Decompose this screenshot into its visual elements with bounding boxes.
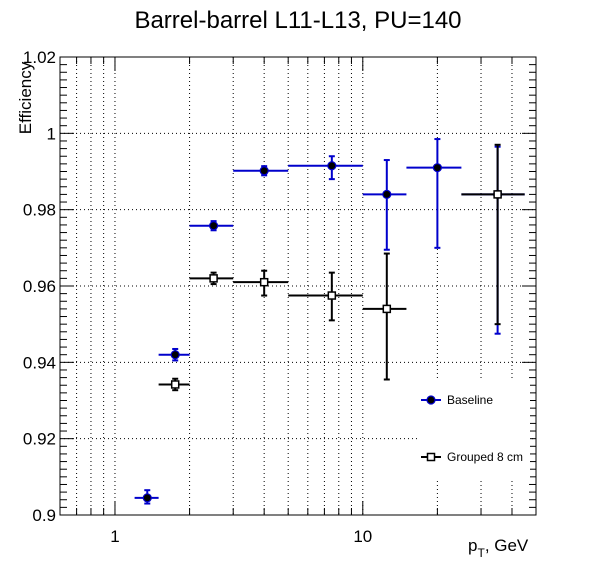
legend: Baseline Grouped 8 cm [418, 380, 530, 480]
chart-title: Barrel-barrel L11-L13, PU=140 [134, 7, 461, 34]
y-tick-label: 0.96 [23, 277, 56, 296]
y-tick-label: 0.94 [23, 353, 56, 372]
data-point [170, 380, 180, 389]
x-axis-label: pT, GeV [468, 536, 529, 560]
series-layer [134, 138, 525, 505]
axes: 1 10 0.9 0.92 0.94 0.96 0.98 1 1.02 [23, 48, 537, 546]
x-axis-label-unit: , GeV [485, 536, 529, 555]
legend-marker [426, 452, 436, 462]
y-tick-label: 1 [47, 124, 56, 143]
x-tick-label: 1 [110, 527, 119, 546]
y-tick-label: 0.9 [32, 506, 56, 525]
y-axis-label: Efficiency [16, 61, 35, 134]
x-axis-label-main: p [468, 536, 477, 555]
x-axis-label-subscript: T [477, 546, 485, 560]
data-point [259, 277, 269, 287]
data-point [259, 166, 269, 176]
data-point [432, 163, 442, 173]
legend-box [418, 380, 530, 480]
y-tick-label: 0.98 [23, 201, 56, 220]
data-point [327, 291, 337, 300]
legend-label: Baseline [447, 393, 493, 407]
legend-label: Grouped 8 cm [447, 450, 523, 464]
data-point [382, 304, 392, 314]
data-point [382, 189, 392, 199]
legend-marker [426, 395, 436, 405]
data-point [170, 350, 180, 360]
y-tick-label: 1.02 [23, 48, 56, 67]
data-point [209, 274, 218, 283]
series-grouped-8cm [158, 143, 525, 392]
data-point [208, 221, 219, 231]
x-tick-label: 10 [353, 527, 372, 546]
data-point [142, 493, 152, 503]
y-tick-label: 0.92 [23, 430, 56, 449]
data-point [327, 161, 337, 171]
data-point [493, 190, 502, 199]
